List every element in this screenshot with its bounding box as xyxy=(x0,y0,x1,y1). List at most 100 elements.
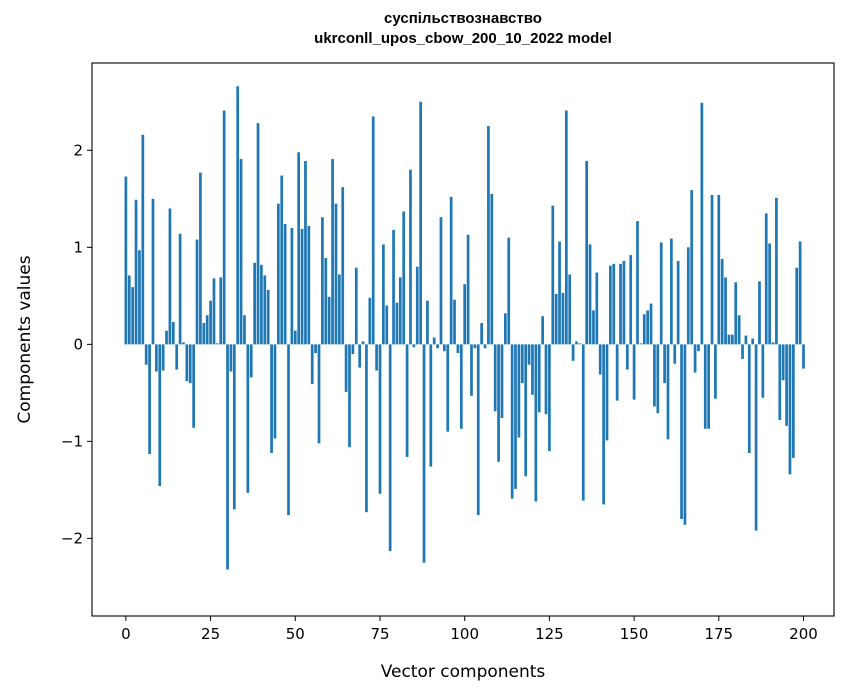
bar xyxy=(270,344,273,454)
bar xyxy=(398,277,402,345)
bar xyxy=(663,344,666,384)
bar xyxy=(727,334,731,345)
bar xyxy=(524,344,528,477)
bar xyxy=(192,344,195,428)
bar xyxy=(216,343,219,345)
bar xyxy=(188,344,192,384)
bar xyxy=(219,277,223,345)
bar xyxy=(747,344,751,454)
bar xyxy=(541,316,544,345)
bar xyxy=(426,300,429,345)
bar xyxy=(412,344,416,348)
bar xyxy=(676,260,680,345)
bar xyxy=(392,229,395,345)
bar xyxy=(683,344,687,525)
bar xyxy=(260,264,263,345)
bar xyxy=(791,344,795,458)
bar xyxy=(585,160,589,345)
bar xyxy=(649,303,653,345)
x-axis-label: Vector components xyxy=(381,662,546,682)
bar xyxy=(636,221,639,345)
bar xyxy=(571,344,575,361)
bar xyxy=(758,281,761,345)
bar xyxy=(659,242,663,345)
bar xyxy=(798,241,802,345)
bar xyxy=(439,217,443,345)
bar xyxy=(195,239,199,345)
bar xyxy=(432,337,436,345)
bar xyxy=(527,344,531,365)
bar xyxy=(351,344,355,355)
bar xyxy=(680,344,683,519)
bar xyxy=(395,302,399,345)
bar xyxy=(283,224,287,345)
bar xyxy=(459,344,463,429)
bar xyxy=(625,344,629,370)
bar xyxy=(717,194,721,345)
bar xyxy=(751,338,755,345)
bar xyxy=(493,344,497,412)
bar xyxy=(785,344,788,426)
bar xyxy=(354,267,358,345)
bar xyxy=(405,344,409,457)
bar xyxy=(419,101,422,345)
bar xyxy=(700,102,704,345)
x-tick-label: 200 xyxy=(789,625,818,643)
bar xyxy=(304,160,307,345)
bar xyxy=(615,344,619,401)
bar xyxy=(273,344,277,439)
bar xyxy=(310,344,314,385)
bar xyxy=(456,344,460,354)
bar xyxy=(490,193,494,345)
bar xyxy=(141,134,145,345)
bar xyxy=(531,344,534,395)
bar xyxy=(788,344,792,475)
bar xyxy=(314,344,317,354)
bar xyxy=(297,152,301,345)
bar xyxy=(232,344,236,510)
bar xyxy=(209,300,212,345)
bar xyxy=(178,233,182,345)
bar xyxy=(575,341,578,345)
bar xyxy=(764,213,768,345)
bar xyxy=(768,243,771,345)
bar xyxy=(629,255,633,345)
y-axis-label: Components values xyxy=(15,255,35,423)
bar xyxy=(554,293,558,345)
bar xyxy=(693,344,697,373)
bar xyxy=(436,344,439,349)
bar xyxy=(134,199,138,345)
bar xyxy=(598,344,602,375)
bar xyxy=(300,228,304,345)
bar xyxy=(148,344,151,454)
bar xyxy=(449,196,453,345)
x-tick-label: 75 xyxy=(370,625,389,643)
bar xyxy=(409,169,412,345)
bar xyxy=(795,267,799,345)
bar xyxy=(619,263,622,345)
x-tick-label: 50 xyxy=(286,625,305,643)
bar xyxy=(463,284,467,345)
bar xyxy=(487,126,490,345)
bar xyxy=(253,262,256,345)
plot-frame xyxy=(91,62,835,617)
bar xyxy=(144,344,148,365)
bar xyxy=(402,211,406,345)
bar xyxy=(744,335,748,345)
bar xyxy=(371,116,375,345)
bar xyxy=(185,344,189,382)
bar xyxy=(151,198,155,345)
bar xyxy=(483,344,487,349)
bar xyxy=(666,344,670,440)
bar xyxy=(382,244,385,345)
bar xyxy=(697,344,700,352)
bar xyxy=(165,330,168,345)
bar xyxy=(205,315,209,345)
bar xyxy=(341,187,345,345)
x-tick-label: 0 xyxy=(121,625,131,643)
bar xyxy=(290,227,294,345)
bar xyxy=(646,310,650,345)
bar xyxy=(256,123,260,345)
bar xyxy=(656,344,660,414)
